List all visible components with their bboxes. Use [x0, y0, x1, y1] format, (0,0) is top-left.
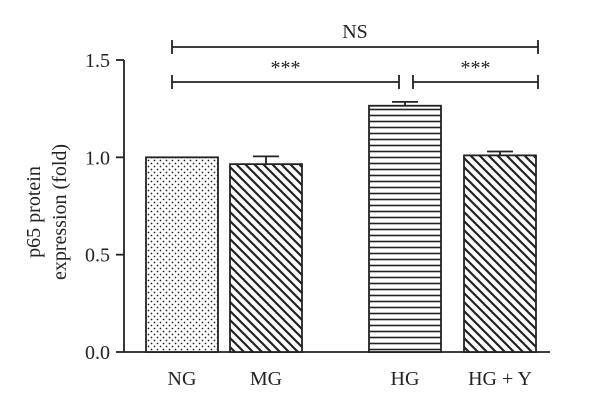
y-tick-labels: 0.0 0.5 1.0 1.5 [85, 50, 110, 364]
significance-label: *** [461, 57, 491, 79]
bars [145, 104, 537, 353]
bar-hg-y [463, 154, 537, 353]
y-axis-label: p65 protein expression (fold) [23, 144, 71, 280]
x-tick-labels: NG MG HG HG + Y [168, 368, 532, 390]
y-axis-label-line: p65 protein [23, 166, 45, 258]
significance-label: NS [342, 21, 368, 43]
bar-mg [229, 163, 303, 353]
y-tick-label: 1.0 [85, 147, 110, 169]
y-tick-label: 1.5 [85, 50, 110, 72]
error-bars [253, 100, 513, 165]
bar-ng [145, 156, 219, 353]
x-tick-label: HG [391, 368, 420, 390]
y-tick-label: 0.5 [85, 245, 110, 267]
bar-hg [368, 104, 442, 353]
y-tick-label: 0.0 [85, 342, 110, 364]
significance-label: *** [271, 57, 301, 79]
x-tick-label: HG + Y [468, 368, 532, 390]
significance-brackets: NS *** *** [171, 21, 539, 89]
x-tick-label: MG [250, 368, 282, 390]
x-tick-label: NG [168, 368, 197, 390]
y-axis-label-line: expression (fold) [49, 144, 71, 280]
